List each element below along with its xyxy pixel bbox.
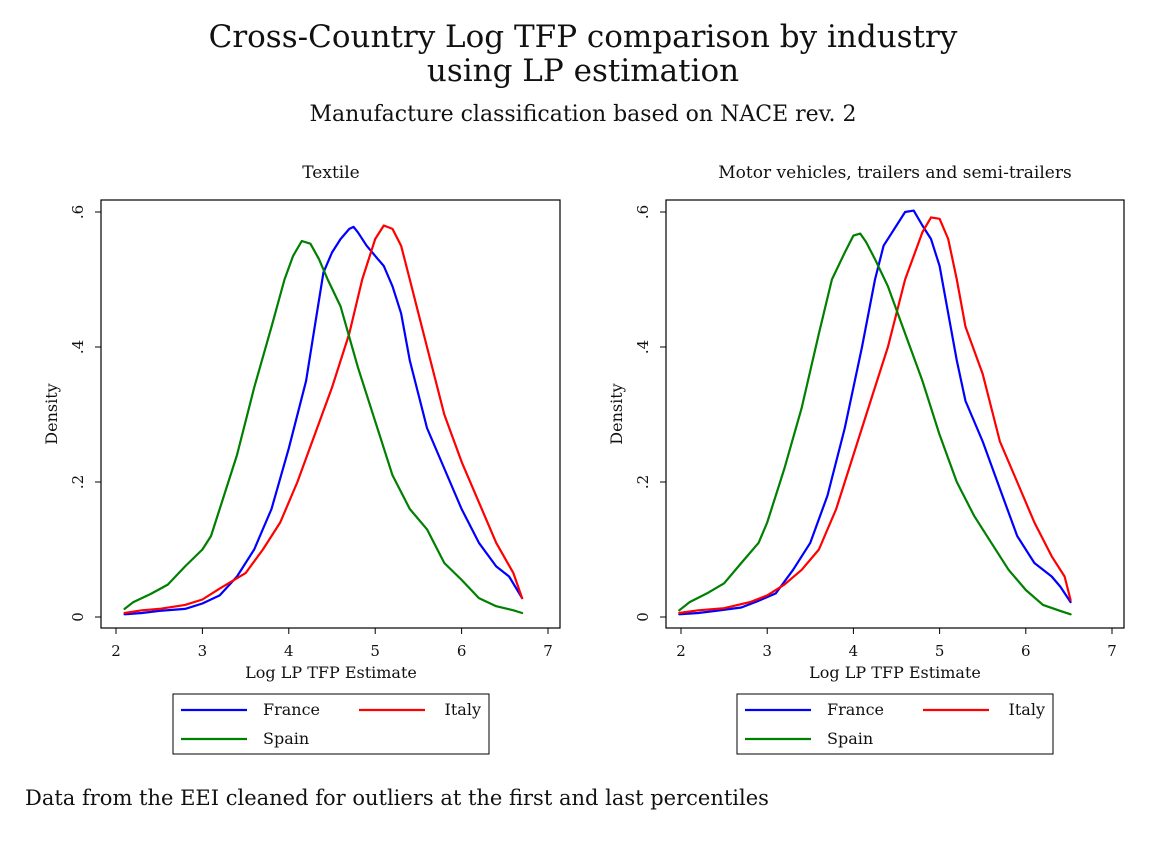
panel2-y-axis-label: Density: [607, 383, 626, 444]
data-source-note: Data from the EEI cleaned for outliers a…: [25, 786, 769, 810]
panel2-legend-label-france: France: [827, 700, 884, 719]
panel1-x-tick-label: 2: [111, 642, 121, 660]
panel2-x-tick-label: 7: [1107, 642, 1117, 660]
panel1-x-tick-label: 7: [543, 642, 553, 660]
panel2-y-tick-label: 0: [634, 612, 652, 622]
panel2-plot-frame: [665, 199, 1125, 629]
panel1-x-tick-label: 4: [284, 642, 294, 660]
panel2-x-tick-label: 3: [762, 642, 772, 660]
panel1-x-tick-label: 3: [198, 642, 208, 660]
panel1-series-line-italy: [123, 224, 524, 615]
panel2-x-tick-label: 6: [1021, 642, 1031, 660]
panel1-x-tick-label: 5: [370, 642, 380, 660]
panel2-series-line-france: [678, 209, 1072, 616]
main-title-line2: using LP estimation: [426, 53, 740, 89]
panel2-series-line-spain: [678, 232, 1072, 616]
panel2-x-tick-label: 4: [849, 642, 859, 660]
panel2-y-tick-label: .4: [634, 340, 652, 354]
panel2-y-tick-label: .6: [634, 205, 652, 219]
panel2-x-tick-label: 5: [935, 642, 945, 660]
panel1-y-axis-label: Density: [42, 383, 61, 444]
panel2-title: Motor vehicles, trailers and semi-traile…: [718, 163, 1071, 183]
panel1-x-axis-label: Log LP TFP Estimate: [245, 663, 417, 682]
panel2-legend-label-italy: Italy: [1009, 700, 1045, 719]
main-title-line1: Cross-Country Log TFP comparison by indu…: [208, 19, 958, 55]
panel1-y-tick-label: .4: [69, 340, 87, 354]
panel1-title: Textile: [302, 163, 359, 183]
main-subtitle: Manufacture classification based on NACE…: [309, 102, 857, 127]
panel2-x-tick-label: 2: [676, 642, 686, 660]
panel1-y-tick-label: 0: [69, 612, 87, 622]
panel2-legend-box: [736, 693, 1054, 755]
panel1-y-tick-label: .2: [69, 475, 87, 489]
panel1-y-tick-label: .6: [69, 205, 87, 219]
panel1-series-line-france: [123, 225, 524, 616]
panel1-legend-box: [172, 693, 490, 755]
panel2-series-line-italy: [678, 216, 1072, 615]
panel1-legend-label-spain: Spain: [263, 729, 309, 748]
panel1-legend-label-france: France: [263, 700, 320, 719]
panel2-legend-label-spain: Spain: [827, 729, 873, 748]
panel1-plot-frame: [100, 199, 561, 629]
panel2-y-tick-label: .2: [634, 475, 652, 489]
panel1-x-tick-label: 6: [457, 642, 467, 660]
panel1-legend-label-italy: Italy: [445, 700, 481, 719]
panel1-series-line-spain: [123, 239, 524, 615]
panel2-x-axis-label: Log LP TFP Estimate: [809, 663, 981, 682]
